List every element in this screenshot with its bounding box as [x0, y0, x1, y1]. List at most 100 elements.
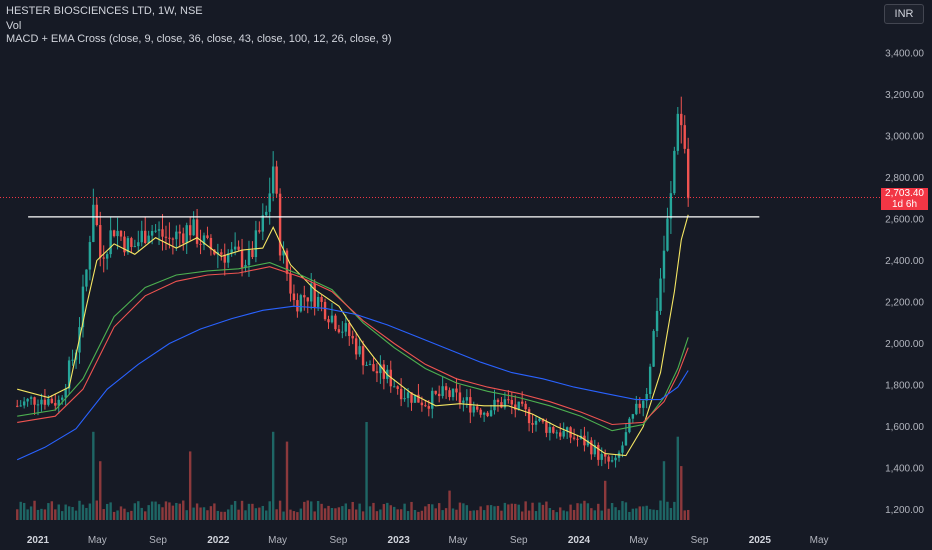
candle-body — [50, 398, 54, 403]
candle-body — [81, 286, 85, 328]
time-tick-label: Sep — [149, 535, 167, 546]
volume-bar — [296, 512, 299, 520]
volume-bar — [43, 509, 47, 520]
candle-body — [555, 432, 558, 434]
volume-bar — [36, 509, 40, 520]
volume-bar — [71, 506, 74, 520]
price-tick-label: 2,000.00 — [885, 339, 924, 350]
volume-bar — [327, 505, 330, 520]
candle-body — [337, 329, 341, 333]
candle-body — [306, 297, 309, 302]
volume-bar — [424, 506, 427, 520]
candle-body — [240, 249, 244, 268]
volume-bar — [323, 508, 327, 520]
candle-body — [251, 250, 254, 258]
volume-bar — [348, 509, 351, 520]
volume-bar — [261, 505, 264, 520]
candle-body — [95, 204, 98, 226]
candle-body — [36, 404, 40, 406]
candle-body — [341, 331, 344, 333]
candle-body — [171, 238, 175, 240]
currency-button[interactable]: INR — [884, 4, 924, 24]
time-tick-label: Sep — [510, 535, 528, 546]
volume-bar — [123, 508, 126, 520]
candle-body — [330, 315, 334, 323]
volume-bar — [375, 511, 379, 520]
volume-bar — [576, 503, 579, 520]
candle-body — [517, 401, 520, 410]
candle-body — [313, 283, 316, 307]
volume-bar — [334, 508, 337, 520]
price-axis[interactable]: 1,200.00 1,400.00 1,600.00 1,800.00 2,000.00… — [885, 48, 924, 516]
volume-bar — [171, 505, 175, 520]
volume-bar — [476, 510, 479, 520]
candle-body — [559, 432, 562, 437]
volume-legend[interactable]: Vol — [6, 20, 22, 32]
volume-bar — [275, 509, 278, 520]
volume-bar — [437, 503, 441, 520]
candle-body — [137, 242, 140, 247]
candle-body — [213, 249, 216, 255]
price-tick-label: 1,600.00 — [885, 422, 924, 433]
time-axis[interactable]: 2021 May Sep 2022 May Sep 2023 May Sep 2024 May Sep… — [27, 535, 829, 546]
candle-body — [265, 211, 268, 216]
volume-bar — [137, 501, 140, 520]
volume-bars — [16, 422, 690, 520]
volume-bar — [427, 504, 431, 520]
candle-body — [271, 166, 275, 194]
volume-bar — [455, 509, 458, 520]
candle-body — [175, 231, 178, 240]
candle-body — [562, 430, 565, 437]
volume-bar — [545, 501, 548, 520]
candle-body — [527, 409, 531, 424]
volume-bar — [292, 511, 296, 520]
indicator-legend[interactable]: MACD + EMA Cross (close, 9, close, 36, c… — [6, 33, 392, 45]
volume-bar — [403, 503, 406, 520]
price-tick-label: 2,800.00 — [885, 173, 924, 184]
volume-bar — [444, 508, 448, 520]
volume-bar — [472, 510, 475, 520]
candle-body — [195, 219, 199, 244]
candle-body — [614, 457, 617, 461]
symbol-legend[interactable]: HESTER BIOSCIENCES LTD, 1W, NSE — [6, 5, 203, 17]
candle-body — [116, 230, 119, 237]
candle-body — [105, 254, 109, 259]
candle-body — [410, 392, 413, 403]
volume-bar — [666, 501, 669, 520]
volume-bar — [64, 504, 67, 520]
candle-body — [85, 269, 88, 287]
volume-bar — [562, 510, 565, 520]
candle-body — [323, 301, 327, 320]
candle-body — [258, 230, 261, 232]
candle-body — [192, 219, 195, 236]
volume-bar — [617, 510, 621, 520]
volume-bar — [188, 451, 192, 520]
candle-body — [648, 366, 652, 395]
candle-body — [202, 235, 206, 245]
candle-body — [472, 406, 475, 413]
volume-bar — [648, 509, 652, 520]
volume-bar — [669, 508, 673, 520]
volume-bar — [88, 503, 92, 520]
volume-bar — [680, 466, 683, 520]
volume-bar — [168, 502, 171, 520]
volume-bar — [299, 508, 303, 520]
candle-body — [583, 435, 586, 446]
candle-body — [576, 438, 579, 440]
candle-body — [361, 346, 365, 366]
time-tick-label: 2024 — [568, 535, 591, 546]
price-tick-label: 3,000.00 — [885, 131, 924, 142]
candle-body — [593, 445, 597, 455]
volume-bar — [209, 506, 213, 520]
candle-body — [43, 399, 47, 405]
volume-bar — [57, 504, 60, 520]
price-tick-label: 1,800.00 — [885, 381, 924, 392]
volume-bar — [213, 503, 216, 520]
candle-body — [434, 390, 437, 394]
candle-body — [123, 236, 126, 253]
volume-bar — [85, 507, 88, 520]
candle-body — [351, 335, 354, 339]
candle-body — [686, 148, 690, 199]
candle-body — [296, 300, 299, 312]
